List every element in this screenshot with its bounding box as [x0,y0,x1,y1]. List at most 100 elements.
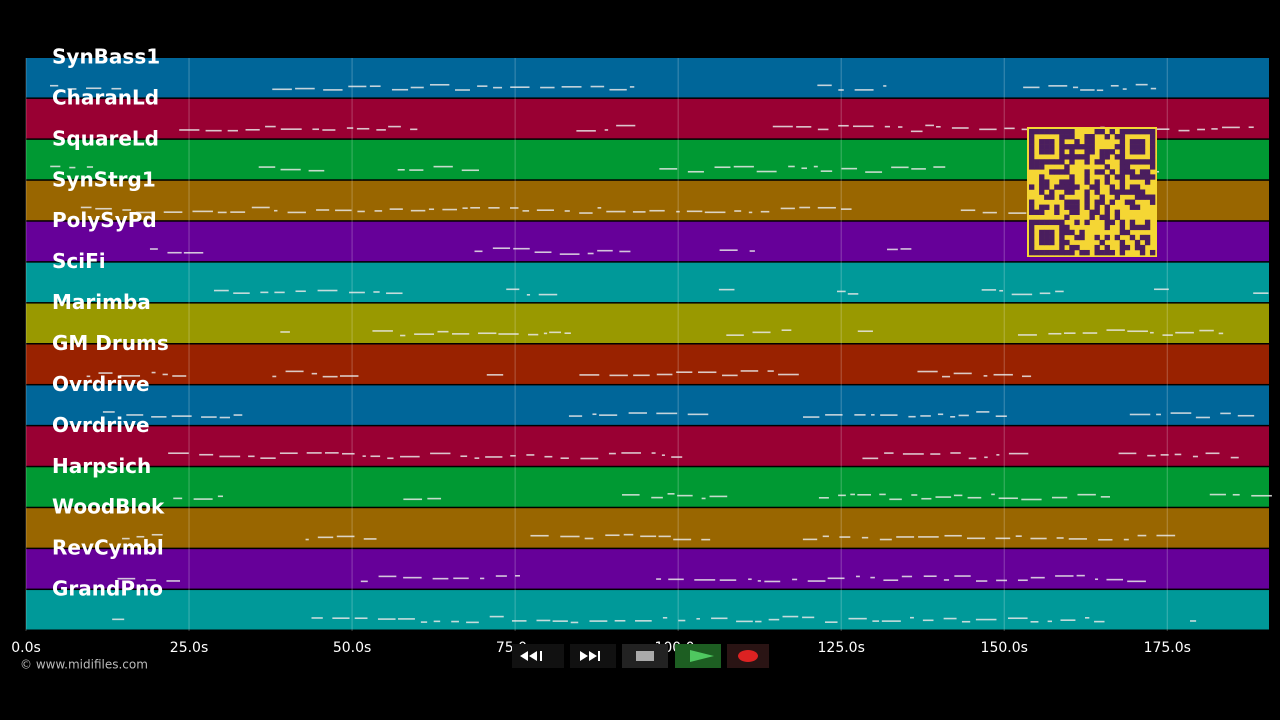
note [921,497,932,500]
qr-module [1069,229,1075,236]
qr-module [1029,159,1035,165]
note [1007,617,1028,620]
note [1110,84,1119,87]
note [635,620,652,622]
note [349,291,365,294]
qr-module [1094,169,1100,175]
note [453,577,469,580]
note [704,211,726,214]
note [317,536,334,539]
qr-module [1029,149,1035,155]
note [173,497,183,500]
rewind-button[interactable] [512,644,564,668]
qr-module [1069,249,1075,256]
note [1205,452,1220,455]
note [782,615,799,618]
qr-module [1119,164,1126,170]
qr-module [1084,169,1090,175]
qr-module [1074,144,1080,150]
qr-module [1039,234,1045,241]
note [489,615,504,618]
qr-module [1044,149,1050,155]
qr-module [1104,149,1110,155]
note [493,86,503,89]
qr-module [1094,159,1100,165]
qr-module [1119,159,1126,165]
track-name: SynBass1 [52,45,160,69]
note [322,375,338,378]
qr-module [1104,174,1110,180]
note [900,248,912,250]
note [656,412,678,415]
note [752,331,771,334]
note [1135,83,1148,86]
note [1147,454,1156,457]
note [217,495,223,498]
note [462,207,468,209]
track-name: SynStrg1 [52,167,156,191]
note [388,125,401,128]
note [183,251,204,254]
note [400,334,406,337]
note [587,252,594,255]
qr-module [1084,194,1090,200]
qr-module [1119,229,1126,236]
note [850,493,855,496]
note [651,496,663,499]
qr-module [1089,214,1095,221]
note [526,294,531,296]
note [1048,85,1068,87]
note [397,168,405,171]
note [477,85,488,87]
qr-module [1089,149,1095,155]
note [530,534,549,537]
note [668,578,684,581]
note [1174,453,1182,456]
qr-module [1079,144,1085,150]
note [1162,334,1173,336]
qr-module [1069,179,1075,185]
note [245,128,260,131]
track-name: Marimba [52,290,151,314]
qr-module [1119,144,1126,150]
note [861,536,869,539]
note [722,374,738,377]
note [619,250,631,253]
qr-module [1029,224,1035,231]
note [201,416,217,418]
note [480,577,485,580]
note [85,87,102,90]
note [151,533,163,536]
note [1030,621,1039,623]
qr-module [1109,219,1115,226]
note [659,168,678,170]
qr-module [1129,169,1136,175]
note [848,617,867,620]
note [950,416,956,418]
qr-module [1104,164,1110,170]
qr-module [1139,149,1146,155]
note [495,575,507,577]
note [597,249,613,252]
qr-module [1134,239,1141,246]
note [1170,412,1192,414]
note [420,621,428,623]
note [486,374,504,376]
note [1209,493,1226,496]
qr-module [1039,184,1045,190]
qr-module [1149,174,1156,180]
note [629,86,635,88]
play-icon [690,650,714,662]
qr-module [1134,144,1141,150]
note [427,497,442,500]
qr-module [1119,134,1126,140]
qr-module [1149,199,1156,205]
note [213,289,229,292]
qr-module [1069,149,1075,155]
note [227,129,238,132]
note [911,494,918,496]
note [117,577,136,580]
qr-module [1109,129,1115,135]
qr-module [1089,134,1095,140]
